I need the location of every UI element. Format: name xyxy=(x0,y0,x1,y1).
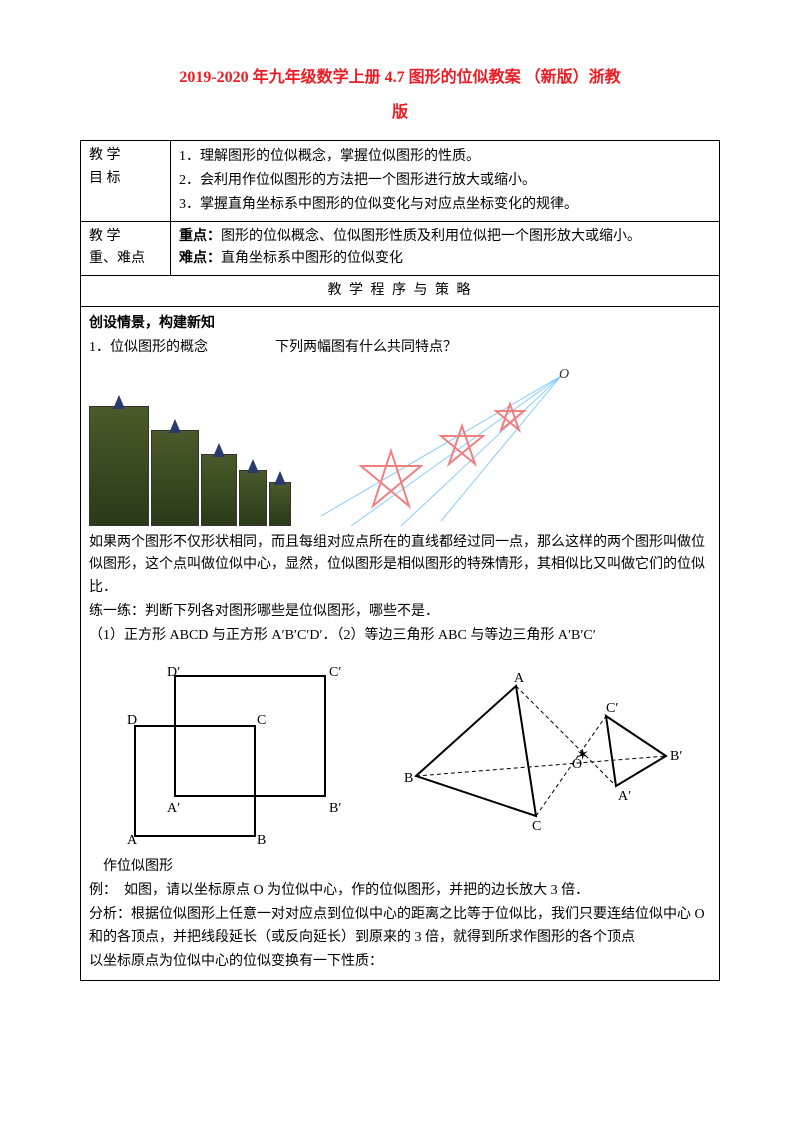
key-1: 图形的位似概念、位似图形性质及利用位似把一个图形放大或缩小。 xyxy=(221,229,641,244)
svg-text:B′: B′ xyxy=(329,801,341,816)
svg-text:C: C xyxy=(532,819,541,834)
goal-2: 2．会利用作位似图形的方法把一个图形进行放大或缩小。 xyxy=(179,169,711,193)
program-header: 教 学 程 序 与 策 略 xyxy=(81,275,720,306)
svg-text:A′: A′ xyxy=(167,801,180,816)
goal-1: 1．理解图形的位似概念，掌握位似图形的性质。 xyxy=(179,145,711,169)
triangles-diagram: O ✶ A B C C′ B′ A′ xyxy=(396,666,686,836)
p2: 如果两个图形不仅形状相同，而且每组对应点所在的直线都经过同一点，那么这样的两个图… xyxy=(89,532,711,599)
p1-left: 1．位似图形的概念 xyxy=(89,340,208,355)
p8: 以坐标原点为位似中心的位似变换有一下性质： xyxy=(89,951,711,973)
intro-images-row: O xyxy=(89,366,711,526)
svg-text:D′: D′ xyxy=(167,665,180,680)
heading-1: 创设情景，构建新知 xyxy=(89,313,711,335)
key-label-2: 难点： xyxy=(179,251,221,266)
svg-text:B: B xyxy=(257,833,266,846)
svg-text:C: C xyxy=(257,713,266,728)
p6: 例： 如图，请以坐标原点 O 为位似中心，作的位似图形，并把的边长放大 3 倍． xyxy=(89,880,711,902)
svg-text:D: D xyxy=(127,713,137,728)
lesson-plan-table: 教 学目 标 1．理解图形的位似概念，掌握位似图形的性质。 2．会利用作位似图形… xyxy=(80,140,720,980)
squares-diagram: A B C D A′ B′ C′ D′ xyxy=(115,656,345,846)
svg-text:A′: A′ xyxy=(618,789,631,804)
key-2: 直角坐标系中图形的位似变化 xyxy=(221,251,403,266)
title-line-2: 版 xyxy=(80,95,720,130)
p3: 练一练：判断下列各对图形哪些是位似图形，哪些不是． xyxy=(89,601,711,623)
p4: （1）正方形 ABCD 与正方形 A′B′C′D′．（2）等边三角形 ABC 与… xyxy=(89,625,711,647)
title-line-1: 2019-2020 年九年级数学上册 4.7 图形的位似教案 （新版）浙教 xyxy=(80,60,720,95)
exercise-diagrams: A B C D A′ B′ C′ D′ O ✶ A xyxy=(89,656,711,846)
goal-3: 3．掌握直角坐标系中图形的位似变化与对应点坐标变化的规律。 xyxy=(179,193,711,217)
soldier-perspective xyxy=(89,406,291,526)
content-cell: 创设情景，构建新知 1．位似图形的概念 下列两幅图有什么共同特点？ xyxy=(81,306,720,980)
key-label-1: 重点： xyxy=(179,229,221,244)
svg-text:✶: ✶ xyxy=(576,747,589,764)
keypoints-cell: 重点：图形的位似概念、位似图形性质及利用位似把一个图形放大或缩小。 难点：直角坐… xyxy=(171,221,720,275)
svg-text:A: A xyxy=(127,833,138,846)
p5: 作位似图形 xyxy=(89,856,711,878)
star-origin-label: O xyxy=(559,367,569,382)
goals-label: 教 学目 标 xyxy=(81,141,171,221)
p1-right: 下列两幅图有什么共同特点？ xyxy=(275,340,457,355)
svg-text:B: B xyxy=(404,771,413,786)
stars-diagram: O xyxy=(311,366,571,526)
svg-text:C′: C′ xyxy=(606,701,618,716)
svg-text:B′: B′ xyxy=(670,749,682,764)
p7: 分析：根据位似图形上任意一对对应点到位似中心的距离之比等于位似比，我们只要连结位… xyxy=(89,904,711,949)
goals-cell: 1．理解图形的位似概念，掌握位似图形的性质。 2．会利用作位似图形的方法把一个图… xyxy=(171,141,720,221)
keypoints-label: 教 学重、难点 xyxy=(81,221,171,275)
svg-text:A: A xyxy=(514,671,525,686)
svg-text:C′: C′ xyxy=(329,665,341,680)
